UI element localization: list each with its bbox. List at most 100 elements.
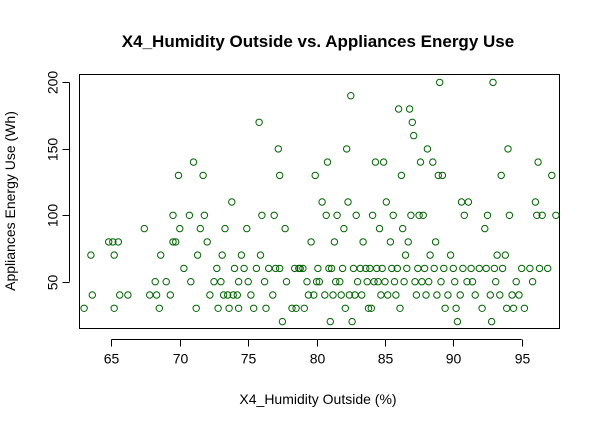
y-axis: 50 100 150 200 xyxy=(45,71,70,290)
data-point xyxy=(323,158,332,166)
data-point xyxy=(552,211,560,220)
data-point xyxy=(281,224,289,233)
data-point xyxy=(404,238,412,246)
data-point xyxy=(379,158,388,166)
data-point xyxy=(288,304,296,312)
data-point xyxy=(531,198,540,206)
data-point xyxy=(336,278,344,286)
data-point xyxy=(338,264,347,273)
data-point xyxy=(240,264,248,273)
data-point xyxy=(478,304,486,312)
data-point xyxy=(322,211,330,220)
data-point xyxy=(110,304,118,312)
data-point xyxy=(489,78,497,87)
data-point xyxy=(515,291,523,299)
data-point xyxy=(407,211,415,220)
data-point xyxy=(234,278,243,286)
data-point xyxy=(176,224,184,233)
y-tick-label: 100 xyxy=(45,204,61,228)
data-point xyxy=(210,278,218,286)
data-point xyxy=(463,278,471,286)
data-point xyxy=(169,238,177,246)
data-point xyxy=(299,264,307,273)
data-point xyxy=(498,264,507,273)
chart-title: X4_Humidity Outside vs. Appliances Energ… xyxy=(122,32,514,51)
data-point xyxy=(396,304,404,312)
data-point xyxy=(375,224,384,233)
data-point xyxy=(109,238,117,246)
x-tick-label: 85 xyxy=(378,351,394,367)
data-point xyxy=(548,171,556,180)
data-point xyxy=(505,211,514,220)
y-tick-label: 200 xyxy=(45,71,61,95)
data-point xyxy=(337,291,345,299)
data-point xyxy=(457,198,466,206)
data-point xyxy=(219,291,228,299)
data-point xyxy=(456,291,464,299)
data-point xyxy=(452,304,460,312)
data-point xyxy=(166,291,175,299)
data-point xyxy=(217,278,225,286)
data-point xyxy=(378,264,386,273)
data-point xyxy=(403,264,411,273)
data-point xyxy=(237,251,246,259)
data-point xyxy=(423,145,432,153)
data-point xyxy=(544,264,552,273)
data-point xyxy=(274,145,282,153)
data-point xyxy=(228,198,236,206)
data-point xyxy=(352,211,360,220)
data-point xyxy=(265,264,273,273)
data-point xyxy=(169,211,177,220)
data-point xyxy=(162,278,170,286)
data-point xyxy=(140,224,149,233)
data-point xyxy=(430,264,438,273)
data-point xyxy=(233,291,242,299)
data-point xyxy=(512,278,520,286)
data-point xyxy=(330,238,339,246)
data-point xyxy=(292,304,300,312)
data-point xyxy=(377,291,385,299)
data-point xyxy=(535,264,544,273)
data-point xyxy=(400,278,408,286)
y-tick-label: 150 xyxy=(45,138,61,162)
data-point xyxy=(326,317,334,326)
data-point xyxy=(533,211,541,220)
data-point xyxy=(214,304,222,312)
x-tick-label: 65 xyxy=(104,351,120,367)
data-point xyxy=(88,291,97,299)
data-point xyxy=(538,211,546,220)
data-point xyxy=(382,198,390,206)
data-point xyxy=(449,264,457,273)
data-point xyxy=(420,264,429,273)
data-point xyxy=(534,158,542,166)
data-point xyxy=(490,264,499,273)
data-point xyxy=(325,264,333,273)
data-point xyxy=(193,251,202,259)
data-point xyxy=(415,211,423,220)
data-point xyxy=(467,264,475,273)
data-point xyxy=(422,291,430,299)
data-point xyxy=(384,291,392,299)
data-point xyxy=(471,291,479,299)
data-point xyxy=(503,304,511,312)
data-point xyxy=(468,278,477,286)
data-point xyxy=(333,211,341,220)
data-point xyxy=(359,238,367,246)
data-point xyxy=(110,251,118,259)
data-point xyxy=(438,171,447,180)
data-point xyxy=(411,278,419,286)
data-point xyxy=(397,171,406,180)
data-point xyxy=(225,304,233,312)
data-point xyxy=(218,251,226,259)
data-point xyxy=(256,251,265,259)
data-point xyxy=(446,251,455,259)
data-point xyxy=(146,291,154,299)
data-point xyxy=(408,118,416,127)
data-point xyxy=(296,264,304,273)
data-point xyxy=(405,105,414,113)
data-point xyxy=(520,304,529,312)
data-point xyxy=(157,251,165,259)
data-point xyxy=(460,211,468,220)
plot-area-frame xyxy=(79,74,560,329)
data-point xyxy=(258,211,266,220)
